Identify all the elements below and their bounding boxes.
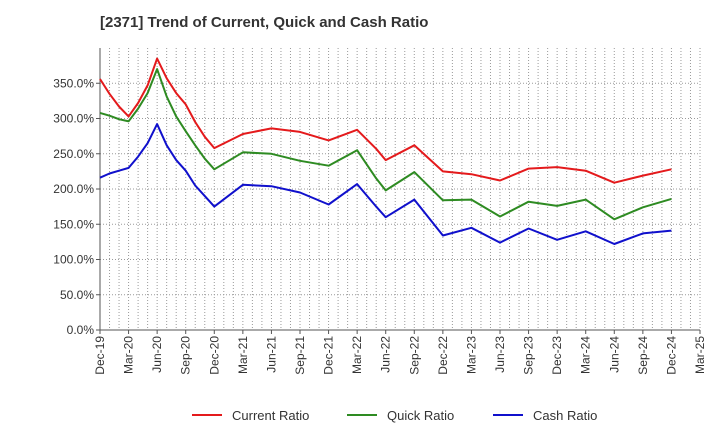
x-tick-label: Sep-22 (407, 336, 421, 375)
x-tick-label: Sep-23 (522, 336, 536, 375)
x-tick-label: Sep-21 (293, 336, 307, 375)
legend-label-cash-ratio: Cash Ratio (533, 408, 597, 423)
y-tick-label: 0.0% (67, 323, 95, 337)
x-tick-label: Mar-24 (579, 336, 593, 374)
x-tick-label: Jun-23 (493, 336, 507, 373)
legend-label-current-ratio: Current Ratio (232, 408, 309, 423)
x-tick-label: Mar-23 (464, 336, 478, 374)
series-line-current-ratio (99, 57, 672, 184)
y-tick-label: 250.0% (53, 147, 94, 161)
legend-label-quick-ratio: Quick Ratio (387, 408, 454, 423)
y-tick-label: 150.0% (53, 217, 94, 231)
x-tick-label: Mar-25 (693, 336, 707, 374)
x-tick-label: Jun-21 (264, 336, 278, 373)
x-tick-label: Dec-23 (550, 336, 564, 375)
x-tick-label: Sep-24 (636, 336, 650, 375)
y-tick-label: 100.0% (53, 253, 94, 267)
y-tick-label: 200.0% (53, 182, 94, 196)
series-line-quick-ratio (99, 68, 672, 221)
x-tick-label: Dec-19 (93, 336, 107, 375)
x-tick-label: Sep-20 (179, 336, 193, 375)
chart-title: [2371] Trend of Current, Quick and Cash … (100, 14, 429, 31)
x-tick-label: Dec-20 (207, 336, 221, 375)
x-tick-label: Jun-24 (607, 336, 621, 373)
y-tick-label: 350.0% (53, 76, 94, 90)
x-tick-label: Mar-22 (350, 336, 364, 374)
x-tick-label: Mar-20 (122, 336, 136, 374)
series-line-cash-ratio (99, 123, 672, 245)
y-tick-label: 50.0% (60, 288, 94, 302)
x-tick-label: Dec-22 (436, 336, 450, 375)
x-tick-label: Jun-20 (150, 336, 164, 373)
x-tick-label: Dec-24 (664, 336, 678, 375)
x-tick-label: Dec-21 (322, 336, 336, 375)
x-tick-label: Jun-22 (379, 336, 393, 373)
y-tick-label: 300.0% (53, 112, 94, 126)
x-tick-label: Mar-21 (236, 336, 250, 374)
